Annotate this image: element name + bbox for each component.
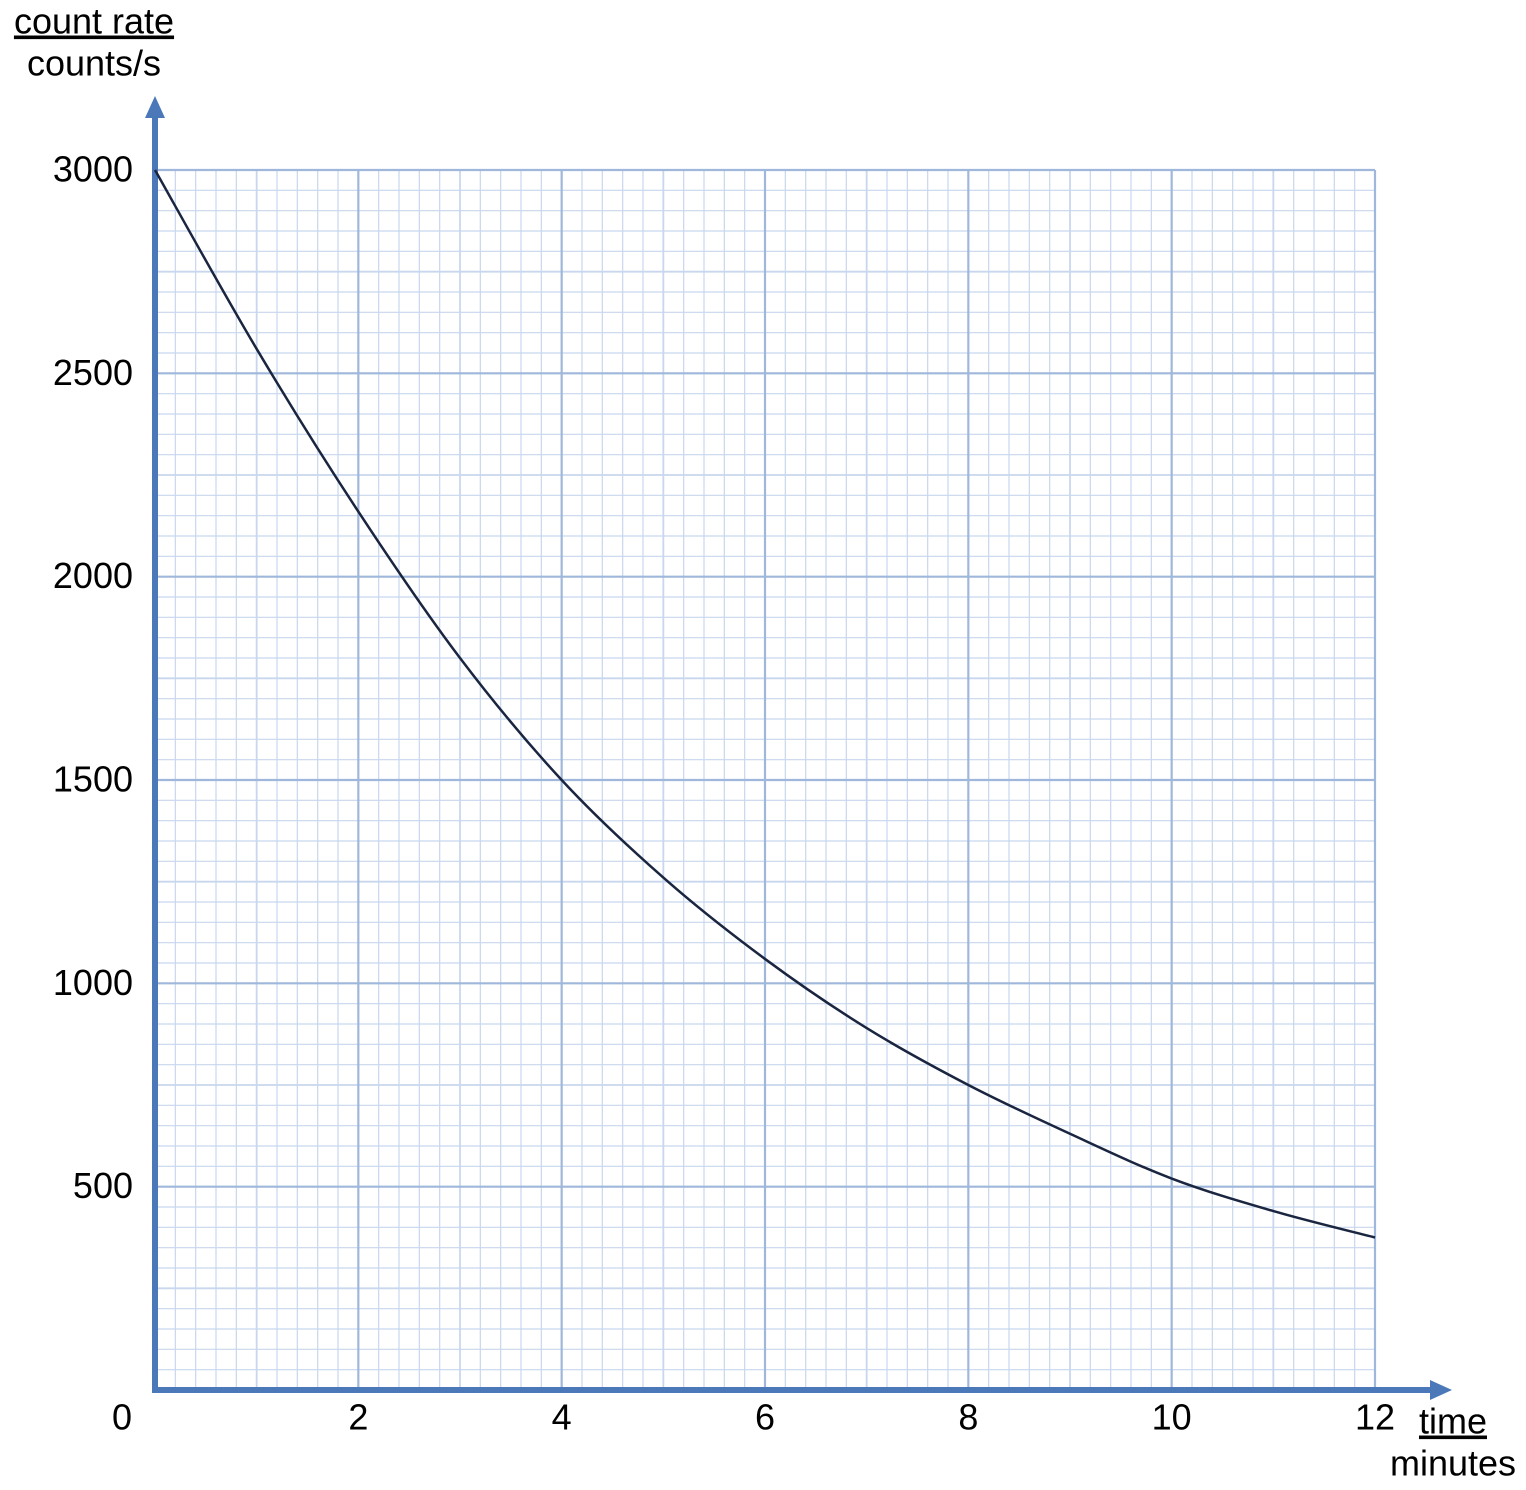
x-axis-label: time: [1419, 1401, 1487, 1442]
x-tick-label: 6: [755, 1397, 775, 1438]
y-tick-label: 1500: [53, 759, 133, 800]
grid: [153, 168, 1377, 1390]
x-tick-label: 0: [112, 1397, 132, 1438]
x-tick-label: 2: [348, 1397, 368, 1438]
x-axis-arrow: [1430, 1380, 1452, 1400]
x-tick-label: 8: [958, 1397, 978, 1438]
y-tick-label: 3000: [53, 149, 133, 190]
x-tick-label: 12: [1355, 1397, 1395, 1438]
y-tick-label: 2000: [53, 555, 133, 596]
y-axis-arrow: [145, 96, 165, 118]
y-tick-label: 500: [73, 1165, 133, 1206]
x-tick-label: 10: [1152, 1397, 1192, 1438]
curve: [153, 169, 1376, 1239]
x-tick-label: 4: [552, 1397, 572, 1438]
y-axis-label: count rate: [14, 1, 174, 42]
y-tick-label: 2500: [53, 352, 133, 393]
x-axis-unit: minutes: [1390, 1443, 1516, 1484]
y-axis-unit: counts/s: [27, 43, 161, 84]
y-tick-label: 1000: [53, 962, 133, 1003]
